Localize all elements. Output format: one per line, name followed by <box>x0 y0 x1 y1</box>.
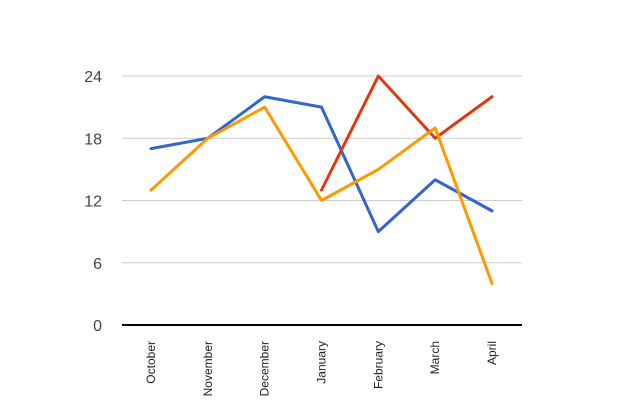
y-tick-label: 12 <box>84 194 102 211</box>
x-tick-label: November <box>201 341 215 396</box>
y-tick-label: 18 <box>84 131 102 148</box>
x-tick-label: February <box>371 341 385 389</box>
x-axis-ticks: October November December January February Ma… <box>144 341 499 396</box>
x-tick-label: January <box>315 341 329 384</box>
x-tick-label: March <box>428 341 442 374</box>
y-tick-label: 24 <box>84 69 102 86</box>
y-axis-ticks: 0 6 12 18 24 <box>84 69 102 335</box>
x-tick-label: October <box>144 341 158 384</box>
y-tick-label: 6 <box>93 256 102 273</box>
series-line-2 <box>320 74 494 192</box>
grid-lines <box>122 75 522 264</box>
x-tick-label: December <box>258 341 272 396</box>
y-tick-label: 0 <box>93 318 102 335</box>
series-line-1 <box>149 95 494 234</box>
series-lines <box>149 74 494 285</box>
series-line-3 <box>149 105 494 285</box>
x-tick-label: April <box>485 341 499 365</box>
